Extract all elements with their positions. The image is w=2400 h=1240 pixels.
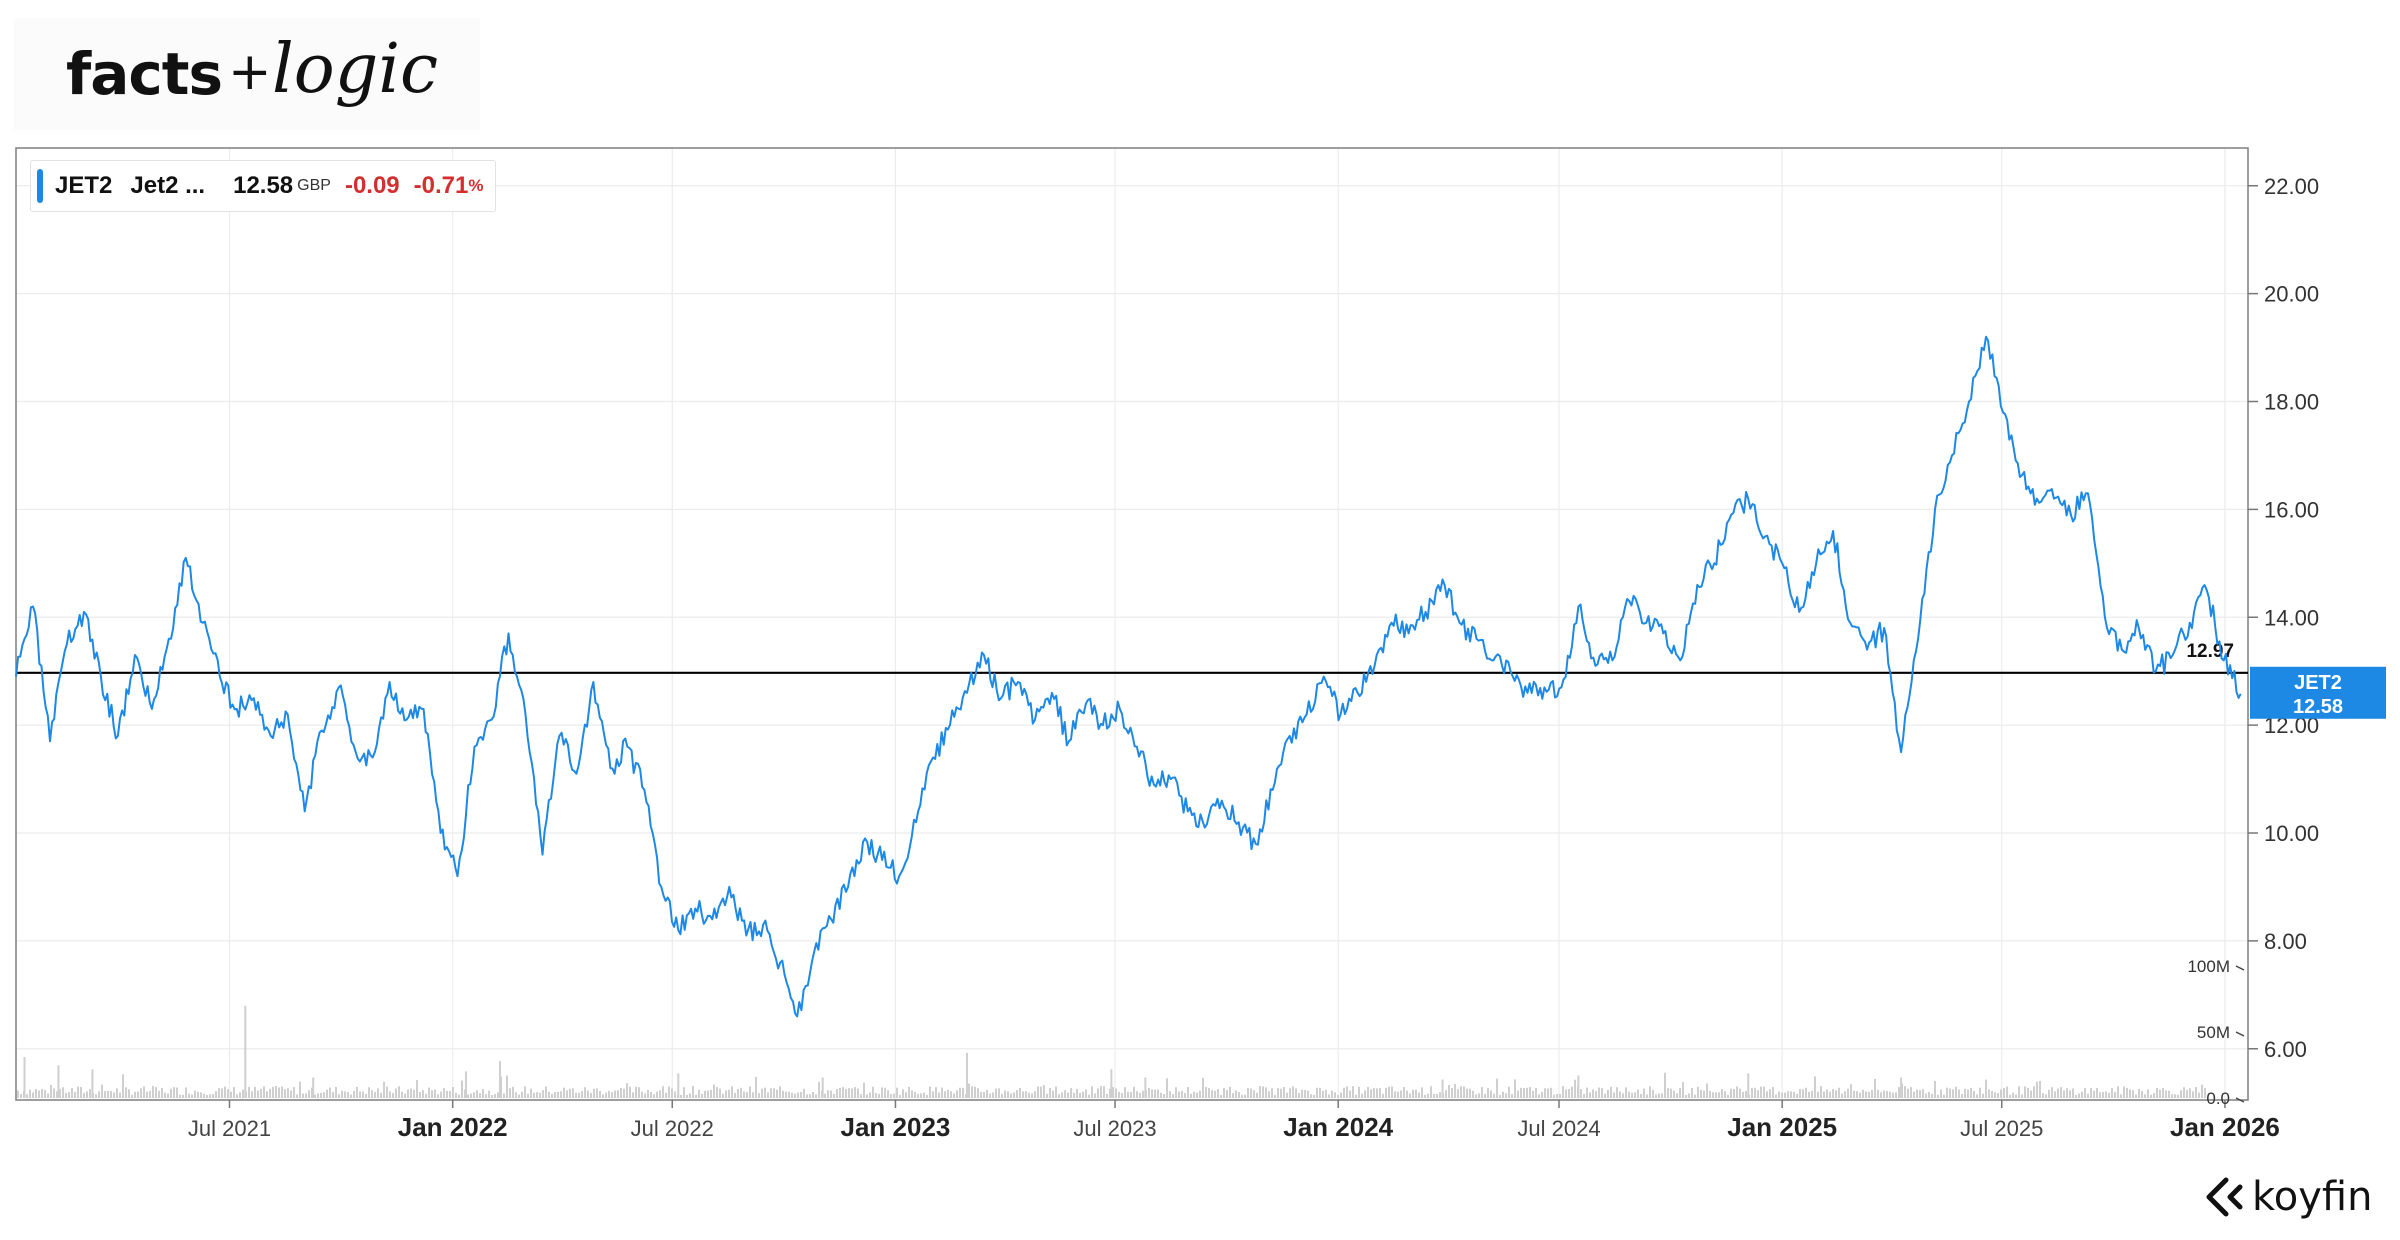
x-tick-label: Jan 2026 xyxy=(2170,1112,2280,1142)
x-tick-label: Jul 2024 xyxy=(1517,1116,1600,1141)
legend-color-bar xyxy=(37,169,43,203)
last-price-tag: JET2 12.58 xyxy=(2250,666,2386,719)
last-price-tag-ticker: JET2 xyxy=(2294,672,2342,694)
y-tick-label: 20.00 xyxy=(2264,282,2319,307)
koyfin-wordmark: koyfin xyxy=(2252,1174,2373,1220)
plot-frame xyxy=(15,147,2249,1101)
y-tick-label: 6.00 xyxy=(2264,1037,2307,1062)
legend-price: 12.58 xyxy=(233,172,294,199)
volume-axis: 0.0 50M 100M xyxy=(2187,957,2245,1108)
x-tick-label: Jul 2021 xyxy=(188,1116,271,1141)
y-axis: 6.008.0010.0012.0014.0016.0018.0020.0022… xyxy=(2248,174,2319,1062)
legend-change: -0.09 xyxy=(344,172,400,199)
volume-tick-label: 50M xyxy=(2197,1023,2230,1042)
x-tick-label: Jul 2022 xyxy=(631,1116,714,1141)
y-tick-label: 8.00 xyxy=(2264,929,2307,954)
x-tick-label: Jan 2025 xyxy=(1727,1112,1837,1142)
y-tick-label: 18.00 xyxy=(2264,390,2319,415)
legend-currency: GBP xyxy=(297,177,331,194)
volume-bars xyxy=(17,1005,2206,1098)
x-tick-label: Jul 2023 xyxy=(1073,1116,1156,1141)
y-tick-label: 16.00 xyxy=(2264,497,2319,522)
logo-facts-text: facts xyxy=(66,40,223,108)
volume-tick xyxy=(2235,965,2245,971)
legend-change-percent: -0.71 xyxy=(413,172,469,199)
x-tick-label: Jan 2022 xyxy=(398,1112,508,1142)
price-series-line[interactable] xyxy=(15,335,2242,1018)
koyfin-logo-icon xyxy=(2206,1177,2243,1217)
y-tick-label: 10.00 xyxy=(2264,821,2319,846)
last-price-tag-value: 12.58 xyxy=(2293,696,2343,718)
legend-ticker: JET2 xyxy=(55,172,113,199)
x-tick-label: Jan 2024 xyxy=(1283,1112,1393,1142)
volume-tick-label: 100M xyxy=(2187,957,2230,976)
logo-logic-text: logic xyxy=(272,30,439,109)
volume-tick xyxy=(2235,1031,2245,1037)
x-axis: Jul 2021 Jan 2022 Jul 2022 Jan 2023 Jul 2023… xyxy=(188,1100,2280,1142)
series-legend[interactable]: JET2 Jet2 ... 12.58 GBP -0.09 -0.71% xyxy=(30,160,497,212)
x-tick-label: Jul 2025 xyxy=(1960,1116,2043,1141)
volume-tick xyxy=(2235,1097,2245,1103)
koyfin-watermark: koyfin xyxy=(2204,1174,2372,1220)
legend-percent-sign: % xyxy=(468,176,484,195)
last-price-tag-box xyxy=(2250,666,2386,719)
legend-security-name: Jet2 ... xyxy=(130,172,206,199)
y-tick-label: 14.00 xyxy=(2264,605,2319,630)
x-tick-label: Jan 2023 xyxy=(841,1112,951,1142)
logo-plus-text: + xyxy=(228,42,272,102)
grid xyxy=(16,148,2248,1100)
facts-logic-logo: facts + logic xyxy=(14,18,480,130)
volume-tick-label: 0.0 xyxy=(2206,1089,2230,1108)
y-tick-label: 22.00 xyxy=(2264,174,2319,199)
